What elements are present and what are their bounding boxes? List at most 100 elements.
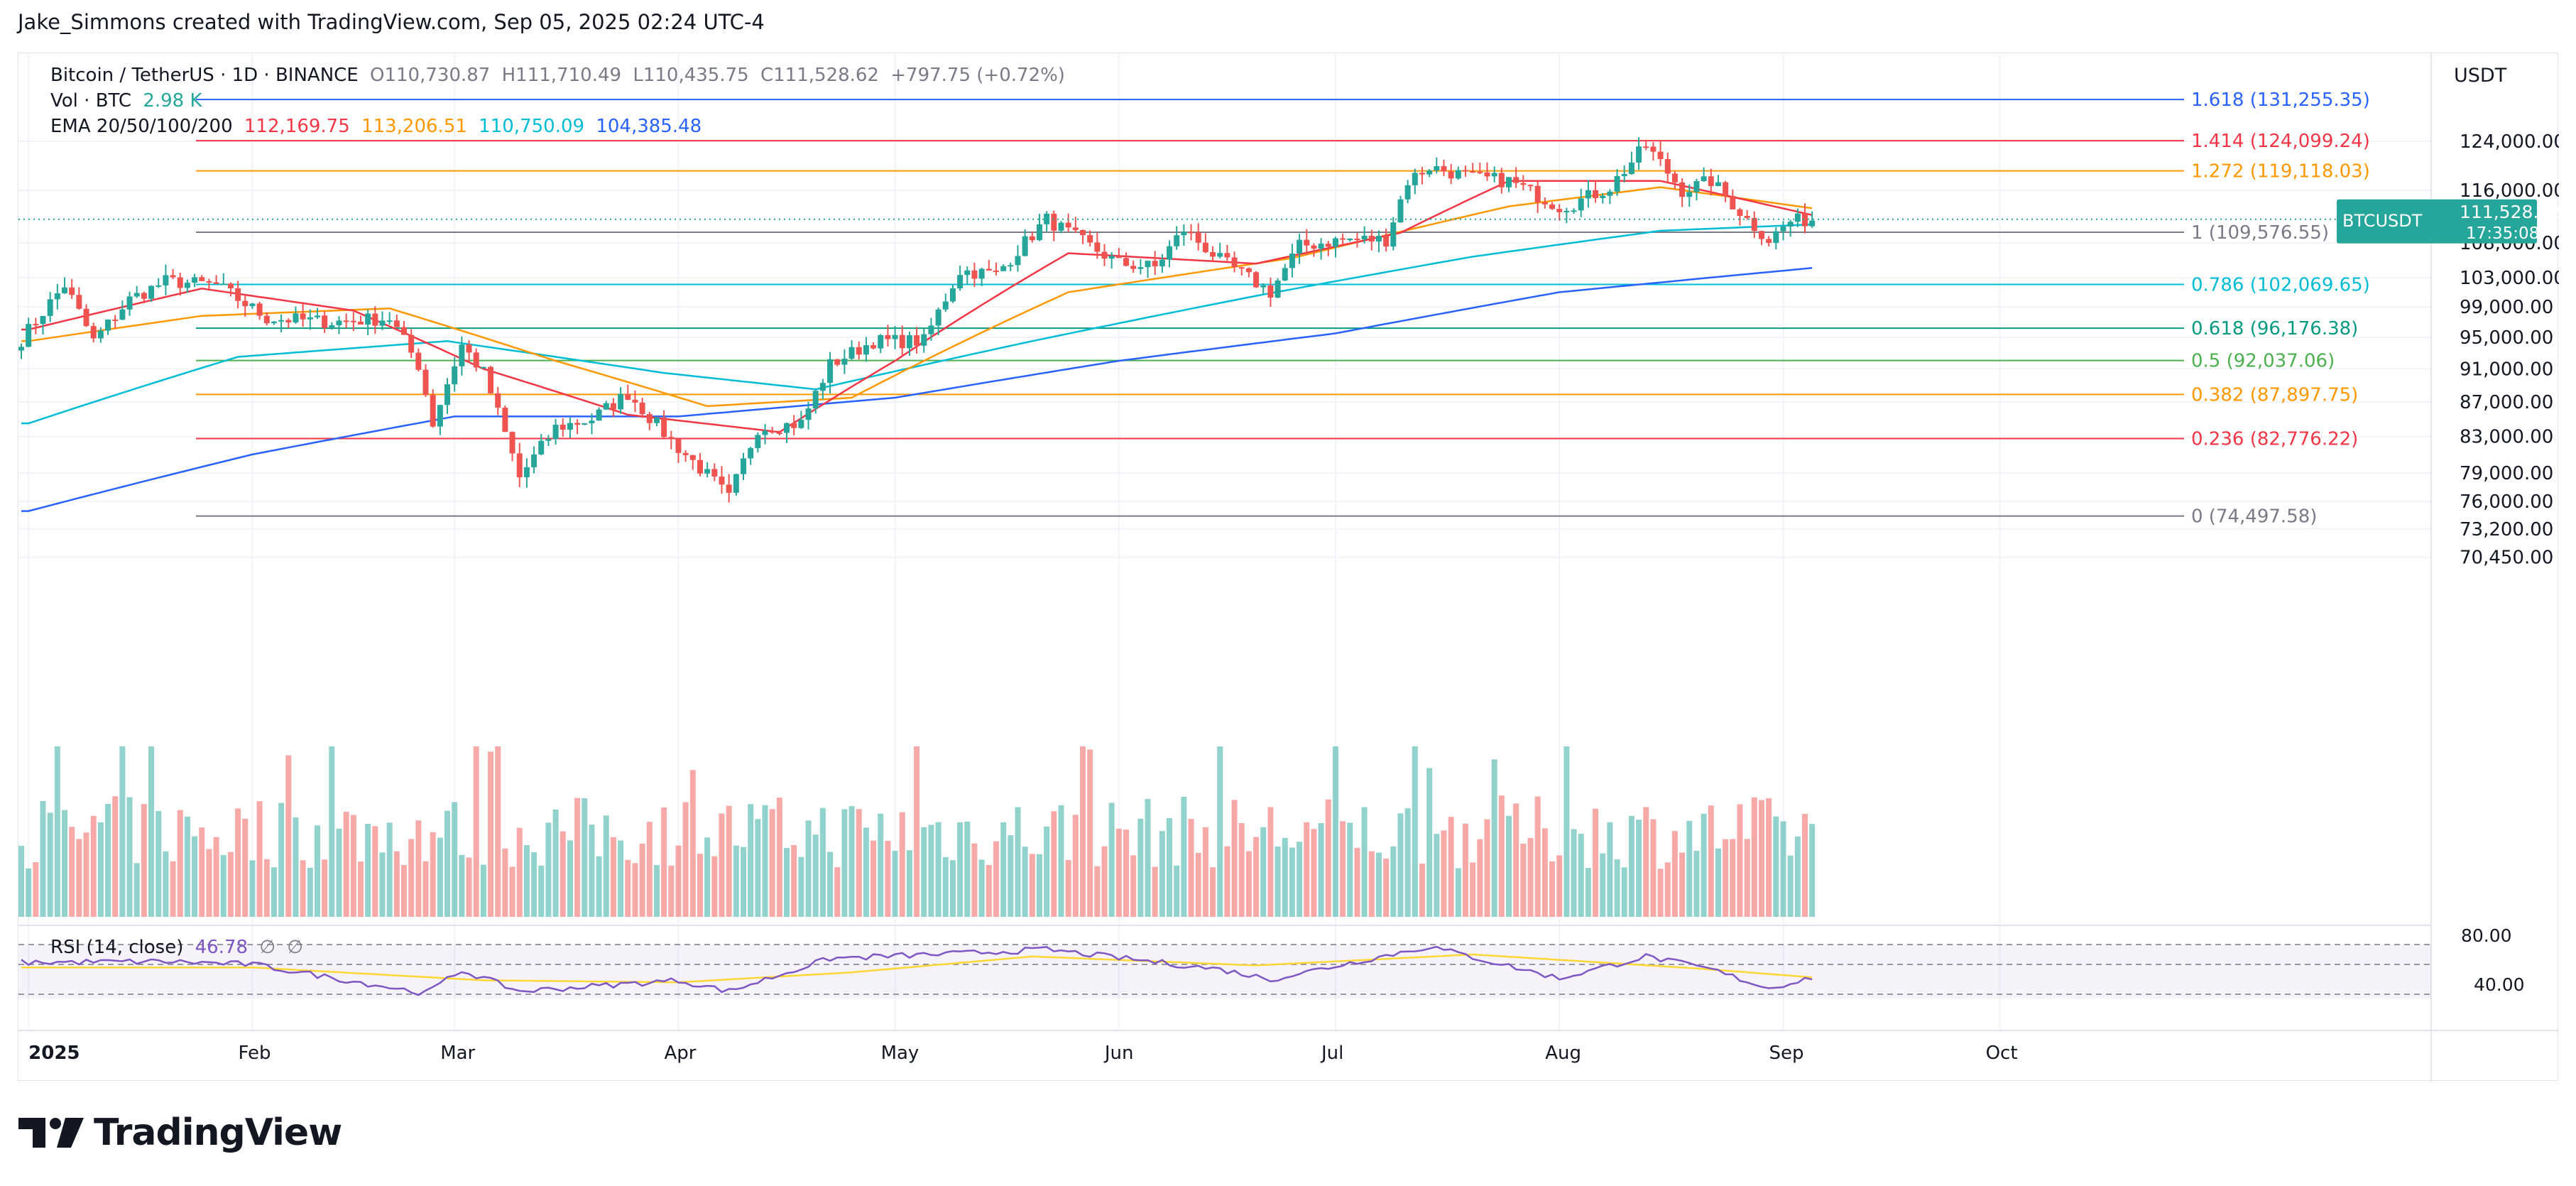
candle-body [1506, 177, 1512, 187]
volume-bar [1397, 813, 1404, 917]
candle-body [769, 430, 775, 433]
volume-bar [899, 812, 905, 917]
candle-body [1563, 210, 1570, 212]
candle-body [1297, 239, 1303, 254]
candle-body [603, 403, 609, 410]
candle-body [1152, 261, 1158, 266]
volume-bar [285, 755, 292, 917]
candle-body [914, 335, 920, 346]
volume-bar [689, 770, 696, 917]
volume-bar [978, 859, 985, 917]
candle-body [393, 320, 400, 327]
candle-body [661, 417, 667, 437]
volume-bar [1412, 746, 1418, 917]
volume-bar [1794, 836, 1801, 917]
candle-body [206, 281, 212, 283]
volume-bar [18, 845, 24, 917]
candle-body [1758, 231, 1764, 239]
price-chart-svg[interactable]: 1.618 (131,255.35) 1.414 (124,099.24) 1.27… [18, 53, 2559, 1082]
current-price-tag-price: 111,528.62 [2460, 202, 2559, 222]
price-tick-label: 99,000.00 [2460, 297, 2553, 318]
volume-bar [314, 825, 320, 917]
candle-body [192, 277, 198, 283]
candle-body [343, 320, 349, 322]
volume-bar [589, 825, 595, 917]
volume-bar [769, 809, 775, 917]
volume-bar [386, 822, 393, 917]
ema100-value: 110,750.09 [479, 116, 585, 137]
rsi-na-2: ∅ [287, 937, 303, 958]
volume-bar [379, 852, 386, 917]
candle-body [639, 402, 645, 415]
candle-body [54, 293, 60, 300]
candle-body [379, 320, 386, 326]
volume-bar [610, 837, 616, 917]
volume-bar [1730, 839, 1736, 917]
volume-bar [480, 864, 486, 917]
tradingview-logo[interactable]: TradingView [18, 1111, 342, 1154]
volume-bar [1404, 808, 1411, 917]
candle-body [538, 440, 545, 455]
candle-body [704, 469, 711, 474]
candle-body [444, 384, 451, 406]
candle-body [653, 417, 660, 423]
candle-body [271, 321, 277, 324]
volume-bar [437, 837, 443, 917]
candle-body [733, 474, 739, 493]
volume-bar [466, 857, 472, 917]
volume-bar [263, 859, 270, 917]
volume-bar [748, 804, 754, 917]
candle-body [184, 283, 190, 288]
volume-bar [141, 804, 147, 917]
volume-bar [256, 801, 263, 917]
rsi-ma-line [21, 953, 1813, 984]
candle-body [748, 447, 754, 459]
candle-body [1455, 170, 1461, 179]
volume-bar [827, 852, 834, 917]
candle-body [1412, 173, 1418, 185]
volume-bar [596, 856, 602, 917]
candle-body [437, 405, 443, 427]
candle-body [805, 408, 812, 420]
tradingview-wordmark: TradingView [94, 1111, 342, 1154]
candle-body [906, 335, 912, 349]
candle-body [711, 469, 718, 477]
volume-bar [1340, 821, 1346, 917]
candle-body [1015, 256, 1021, 266]
candle-body [509, 432, 515, 454]
volume-bar [502, 848, 508, 917]
candle-body [1434, 165, 1440, 171]
candle-body [899, 334, 905, 349]
volume-bar [1628, 815, 1634, 917]
volume-bar [1224, 846, 1230, 917]
volume-bar [1751, 797, 1757, 917]
candle-body [668, 437, 675, 440]
volume-bar [1368, 851, 1375, 917]
volume-bar [1723, 839, 1729, 917]
candle-body [1354, 238, 1360, 240]
volume-bar [1174, 865, 1180, 917]
volume-bar [552, 809, 559, 917]
volume-bar [473, 746, 479, 917]
candle-body [1541, 202, 1548, 205]
volume-bar [993, 841, 999, 917]
candle-body [726, 484, 732, 493]
volume-value: 2.98 K [143, 90, 202, 111]
volume-bar [1614, 859, 1620, 917]
volume-bar [935, 822, 942, 917]
candle-body [141, 293, 147, 299]
legend-volume-line: Vol · BTC 2.98 K [50, 90, 208, 111]
time-axis-label-aug: Aug [1545, 1043, 1581, 1064]
chart-pane[interactable]: 1.618 (131,255.35) 1.414 (124,099.24) 1.27… [18, 53, 2559, 1082]
candle-body [357, 321, 364, 325]
volume-bar [986, 865, 992, 917]
candle-body [1361, 235, 1368, 240]
tradingview-logo-icon [18, 1118, 84, 1148]
volume-bar [1029, 854, 1035, 917]
candle-body [1491, 173, 1497, 177]
volume-bar [719, 813, 725, 917]
candle-body [26, 324, 32, 347]
candle-body [819, 383, 826, 391]
candle-body [495, 393, 501, 408]
volume-bar [892, 851, 898, 917]
